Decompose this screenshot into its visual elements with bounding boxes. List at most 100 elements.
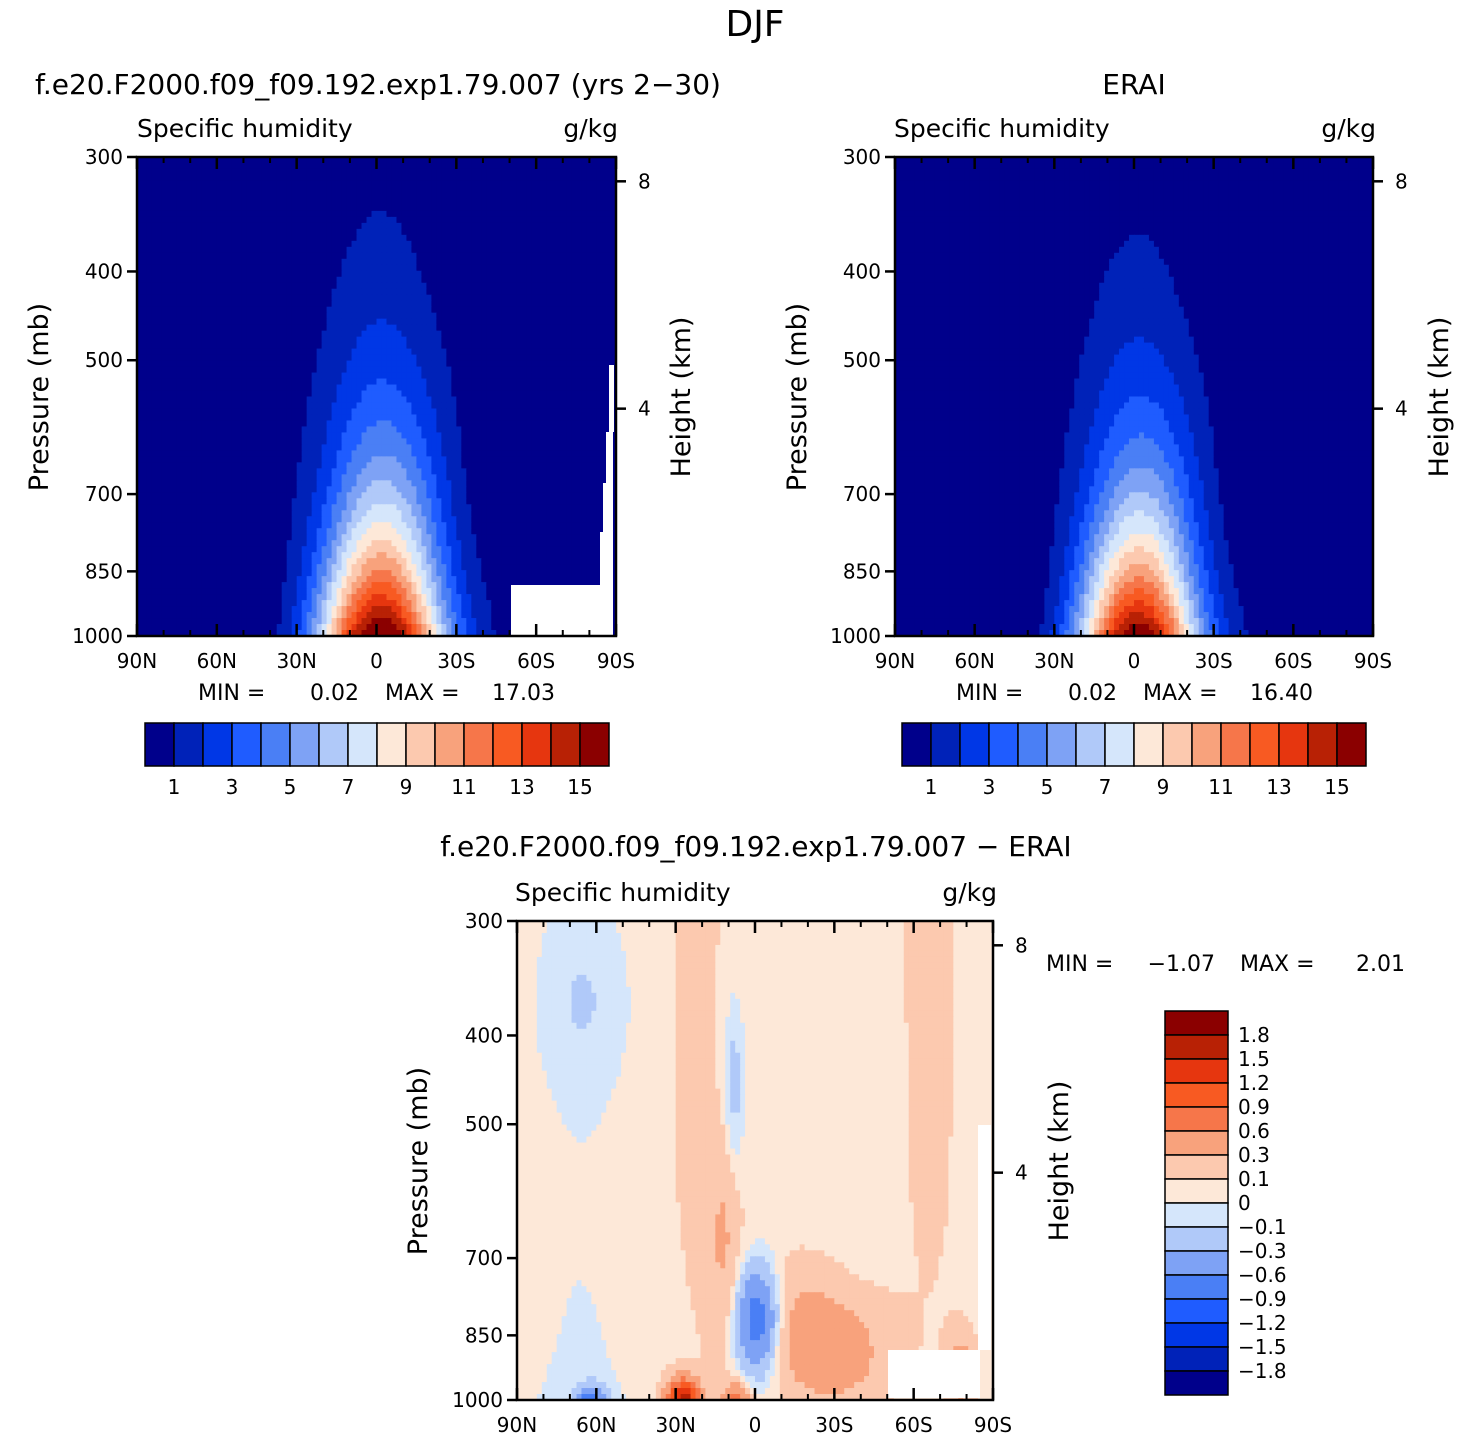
field-cell <box>311 312 318 320</box>
field-cell <box>581 300 587 308</box>
field-cell <box>481 372 487 380</box>
field-cell <box>436 228 442 236</box>
field-cell <box>561 258 567 266</box>
field-cell <box>406 216 413 224</box>
field-cell <box>196 366 203 374</box>
field-cell <box>161 312 168 320</box>
field-cell <box>431 330 437 338</box>
field-cell <box>391 210 398 218</box>
field-cell <box>436 378 442 386</box>
field-cell <box>261 444 268 451</box>
field-cell <box>251 462 258 469</box>
field-cell <box>296 330 303 338</box>
field-cell <box>421 336 427 344</box>
field-cell <box>146 246 153 254</box>
field-cell <box>611 192 617 200</box>
field-cell <box>321 246 328 254</box>
field-cell <box>541 162 547 170</box>
field-cell <box>561 294 567 302</box>
field-cell <box>461 366 467 374</box>
field-cell <box>416 252 423 260</box>
field-cell <box>366 168 373 176</box>
field-cell <box>366 360 373 368</box>
field-cell <box>276 306 283 314</box>
field-cell <box>241 444 248 451</box>
field-cell <box>301 300 308 308</box>
field-cell <box>266 318 273 326</box>
field-cell <box>181 438 188 445</box>
field-cell <box>171 276 178 284</box>
field-cell <box>246 210 253 218</box>
field-cell <box>166 402 173 410</box>
field-cell <box>466 228 472 236</box>
field-cell <box>241 318 248 326</box>
field-cell <box>521 222 527 230</box>
field-cell <box>311 294 318 302</box>
field-cell <box>191 276 198 284</box>
field-cell <box>471 360 477 368</box>
field-cell <box>466 432 472 440</box>
field-cell <box>281 192 288 200</box>
field-cell <box>601 234 607 242</box>
field-cell <box>601 402 607 410</box>
field-cell <box>181 234 188 242</box>
field-cell <box>216 318 223 326</box>
field-cell <box>356 288 363 296</box>
field-cell <box>161 246 168 254</box>
field-cell <box>346 414 353 422</box>
field-cell <box>226 390 233 398</box>
field-cell <box>281 312 288 320</box>
field-cell <box>611 438 617 445</box>
field-cell <box>171 157 178 164</box>
field-cell <box>211 348 218 356</box>
field-cell <box>411 360 418 368</box>
field-cell <box>531 390 537 398</box>
field-cell <box>481 360 487 368</box>
field-cell <box>366 324 373 332</box>
field-cell <box>281 276 288 284</box>
field-cell <box>171 258 178 266</box>
field-cell <box>381 264 388 272</box>
field-cell <box>476 246 482 254</box>
field-cell <box>591 450 597 457</box>
field-cell <box>141 246 148 254</box>
field-cell <box>316 186 323 194</box>
field-cell <box>137 324 143 332</box>
field-cell <box>341 444 348 451</box>
field-cell <box>271 390 278 398</box>
field-cell <box>231 216 238 224</box>
field-cell <box>351 276 358 284</box>
field-cell <box>321 162 328 170</box>
field-cell <box>316 348 323 356</box>
field-cell <box>426 162 432 170</box>
field-cell <box>496 210 502 218</box>
field-cell <box>256 414 263 422</box>
field-cell <box>431 168 437 176</box>
field-cell <box>206 336 213 344</box>
field-cell <box>206 276 213 284</box>
field-cell <box>601 312 607 320</box>
field-cell <box>576 318 582 326</box>
field-cell <box>281 456 288 463</box>
field-cell <box>571 270 577 278</box>
field-cell <box>341 420 348 428</box>
field-cell <box>486 360 492 368</box>
field-cell <box>296 186 303 194</box>
field-cell <box>436 390 442 398</box>
field-cell <box>191 216 198 224</box>
field-cell <box>306 180 313 188</box>
field-cell <box>276 420 283 428</box>
field-cell <box>241 198 248 206</box>
field-cell <box>306 462 313 469</box>
field-cell <box>561 450 567 457</box>
field-cell <box>251 390 258 398</box>
field-cell <box>566 384 572 392</box>
field-cell <box>391 318 398 326</box>
field-cell <box>516 264 522 272</box>
field-cell <box>301 294 308 302</box>
field-cell <box>501 348 507 356</box>
field-cell <box>361 330 368 338</box>
field-cell <box>346 300 353 308</box>
field-cell <box>546 282 552 290</box>
field-cell <box>496 402 502 410</box>
